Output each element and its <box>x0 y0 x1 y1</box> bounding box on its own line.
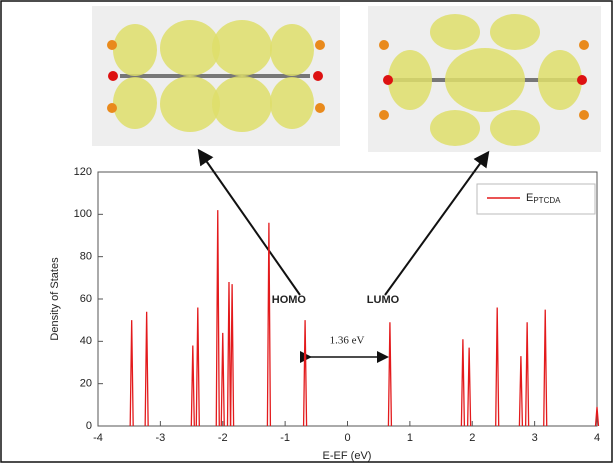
dos-peak <box>496 307 499 426</box>
annotation: HOMO <box>272 294 307 306</box>
dos-peak <box>216 210 219 426</box>
y-tick-label: 40 <box>80 335 92 347</box>
dos-peak <box>461 339 464 426</box>
y-tick-label: 120 <box>74 166 92 178</box>
dos-peak <box>145 312 148 426</box>
x-tick-label: -1 <box>280 432 290 444</box>
x-tick-label: 4 <box>594 432 600 444</box>
arrow <box>200 152 300 295</box>
y-tick-label: 0 <box>86 420 92 432</box>
x-tick-label: -2 <box>218 432 228 444</box>
dos-peak <box>388 322 391 426</box>
dos-peak <box>227 282 230 426</box>
x-tick-label: 3 <box>532 432 538 444</box>
x-tick-label: -3 <box>155 432 165 444</box>
dos-peak <box>191 346 194 426</box>
dos-peak <box>231 284 234 426</box>
y-axis-label: Density of States <box>49 257 61 341</box>
dos-peak <box>544 310 547 426</box>
y-tick-label: 80 <box>80 251 92 263</box>
annotation: LUMO <box>367 294 400 306</box>
arrow <box>385 154 487 295</box>
dos-peak <box>468 348 471 426</box>
dos-peak <box>304 320 307 426</box>
y-tick-label: 20 <box>80 378 92 390</box>
lumo-orbital-image <box>368 6 601 152</box>
homo-orbital-image <box>92 6 340 146</box>
dos-peak <box>130 320 133 426</box>
x-tick-label: -4 <box>93 432 103 444</box>
dos-peak <box>526 322 529 426</box>
dos-peak <box>519 356 522 426</box>
y-tick-label: 60 <box>80 293 92 305</box>
dos-peak <box>221 333 224 426</box>
x-tick-label: 0 <box>344 432 350 444</box>
x-axis-label: E-EF (eV) <box>323 450 372 462</box>
x-tick-label: 2 <box>469 432 475 444</box>
y-tick-label: 100 <box>74 208 92 220</box>
dos-peak <box>196 307 199 426</box>
annotation: 1.36 eV <box>330 335 365 347</box>
chart: Density of States E-EF (eV) EPTCDA HOMO … <box>0 0 613 463</box>
x-tick-label: 1 <box>407 432 413 444</box>
